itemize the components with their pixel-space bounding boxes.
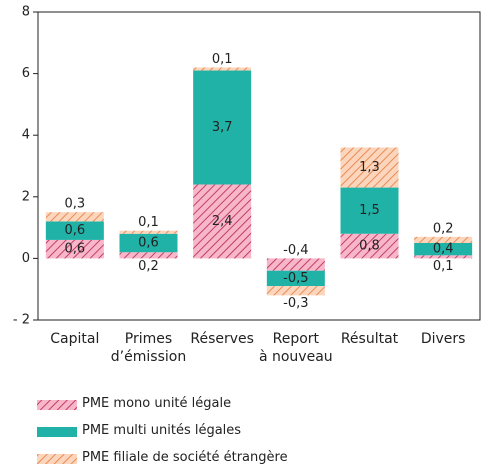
y-tick-label: 4 [22, 128, 30, 143]
y-tick-label: 2 [22, 189, 30, 204]
plot-frame [37, 11, 481, 321]
bar-segment [340, 147, 399, 188]
bar-segment [119, 233, 178, 253]
x-tick-label: Capital [50, 331, 100, 347]
bar-segment [414, 255, 473, 259]
y-tick-label: - 2 [13, 313, 30, 328]
y-tick-label: 0 [22, 251, 30, 266]
x-tick-label: Résultat [340, 331, 399, 347]
value-label: 0,2 [138, 259, 159, 274]
value-label: 0,1 [138, 215, 159, 230]
value-label: 0,8 [359, 239, 380, 254]
value-label: 0,1 [212, 52, 233, 67]
bar-segment [119, 252, 178, 259]
legend-label: PME mono unité légale [82, 396, 232, 411]
bar-segment [340, 187, 399, 234]
bar-segment [414, 243, 473, 256]
value-label: 0,4 [433, 242, 454, 257]
bar-segment [340, 233, 399, 259]
value-label: 0,6 [64, 223, 85, 238]
value-label: -0,5 [283, 271, 308, 286]
value-label: 0,3 [64, 197, 85, 212]
x-tick-label: Réserves [190, 331, 254, 347]
bar-segment [45, 239, 104, 259]
value-label: 0,6 [64, 242, 85, 257]
bar-segment [266, 270, 325, 287]
x-tick-label: Divers [420, 331, 466, 347]
bar-segment [266, 258, 325, 271]
legend-swatch [37, 427, 77, 437]
value-label: -0,3 [283, 296, 308, 311]
y-tick-label: 6 [22, 66, 30, 81]
bar-segment [45, 221, 104, 240]
x-tick-label: Primes d’émission [110, 331, 187, 365]
bar-segment [414, 236, 473, 243]
legend-label: PME filiale de société étrangère [82, 450, 288, 465]
legend-label: PME multi unités légales [82, 423, 242, 438]
value-label: 0,6 [138, 236, 159, 251]
bar-segment [266, 286, 325, 296]
value-label: 1,3 [359, 160, 380, 175]
bar-segment [193, 70, 252, 185]
value-label: 0,1 [433, 259, 454, 274]
value-label: -0,4 [283, 243, 308, 258]
bar-segment [45, 212, 104, 222]
legend-swatch [37, 400, 77, 410]
bar-segment [193, 67, 252, 71]
legend-swatch [37, 454, 77, 464]
y-tick-label: 8 [22, 5, 30, 20]
value-label: 2,4 [212, 214, 233, 229]
x-tick-label: Report à nouveau [258, 331, 333, 365]
value-label: 0,2 [433, 221, 454, 236]
bar-segment [193, 184, 252, 259]
value-label: 1,5 [359, 203, 380, 218]
value-label: 3,7 [212, 120, 233, 135]
bar-segment [119, 230, 178, 234]
